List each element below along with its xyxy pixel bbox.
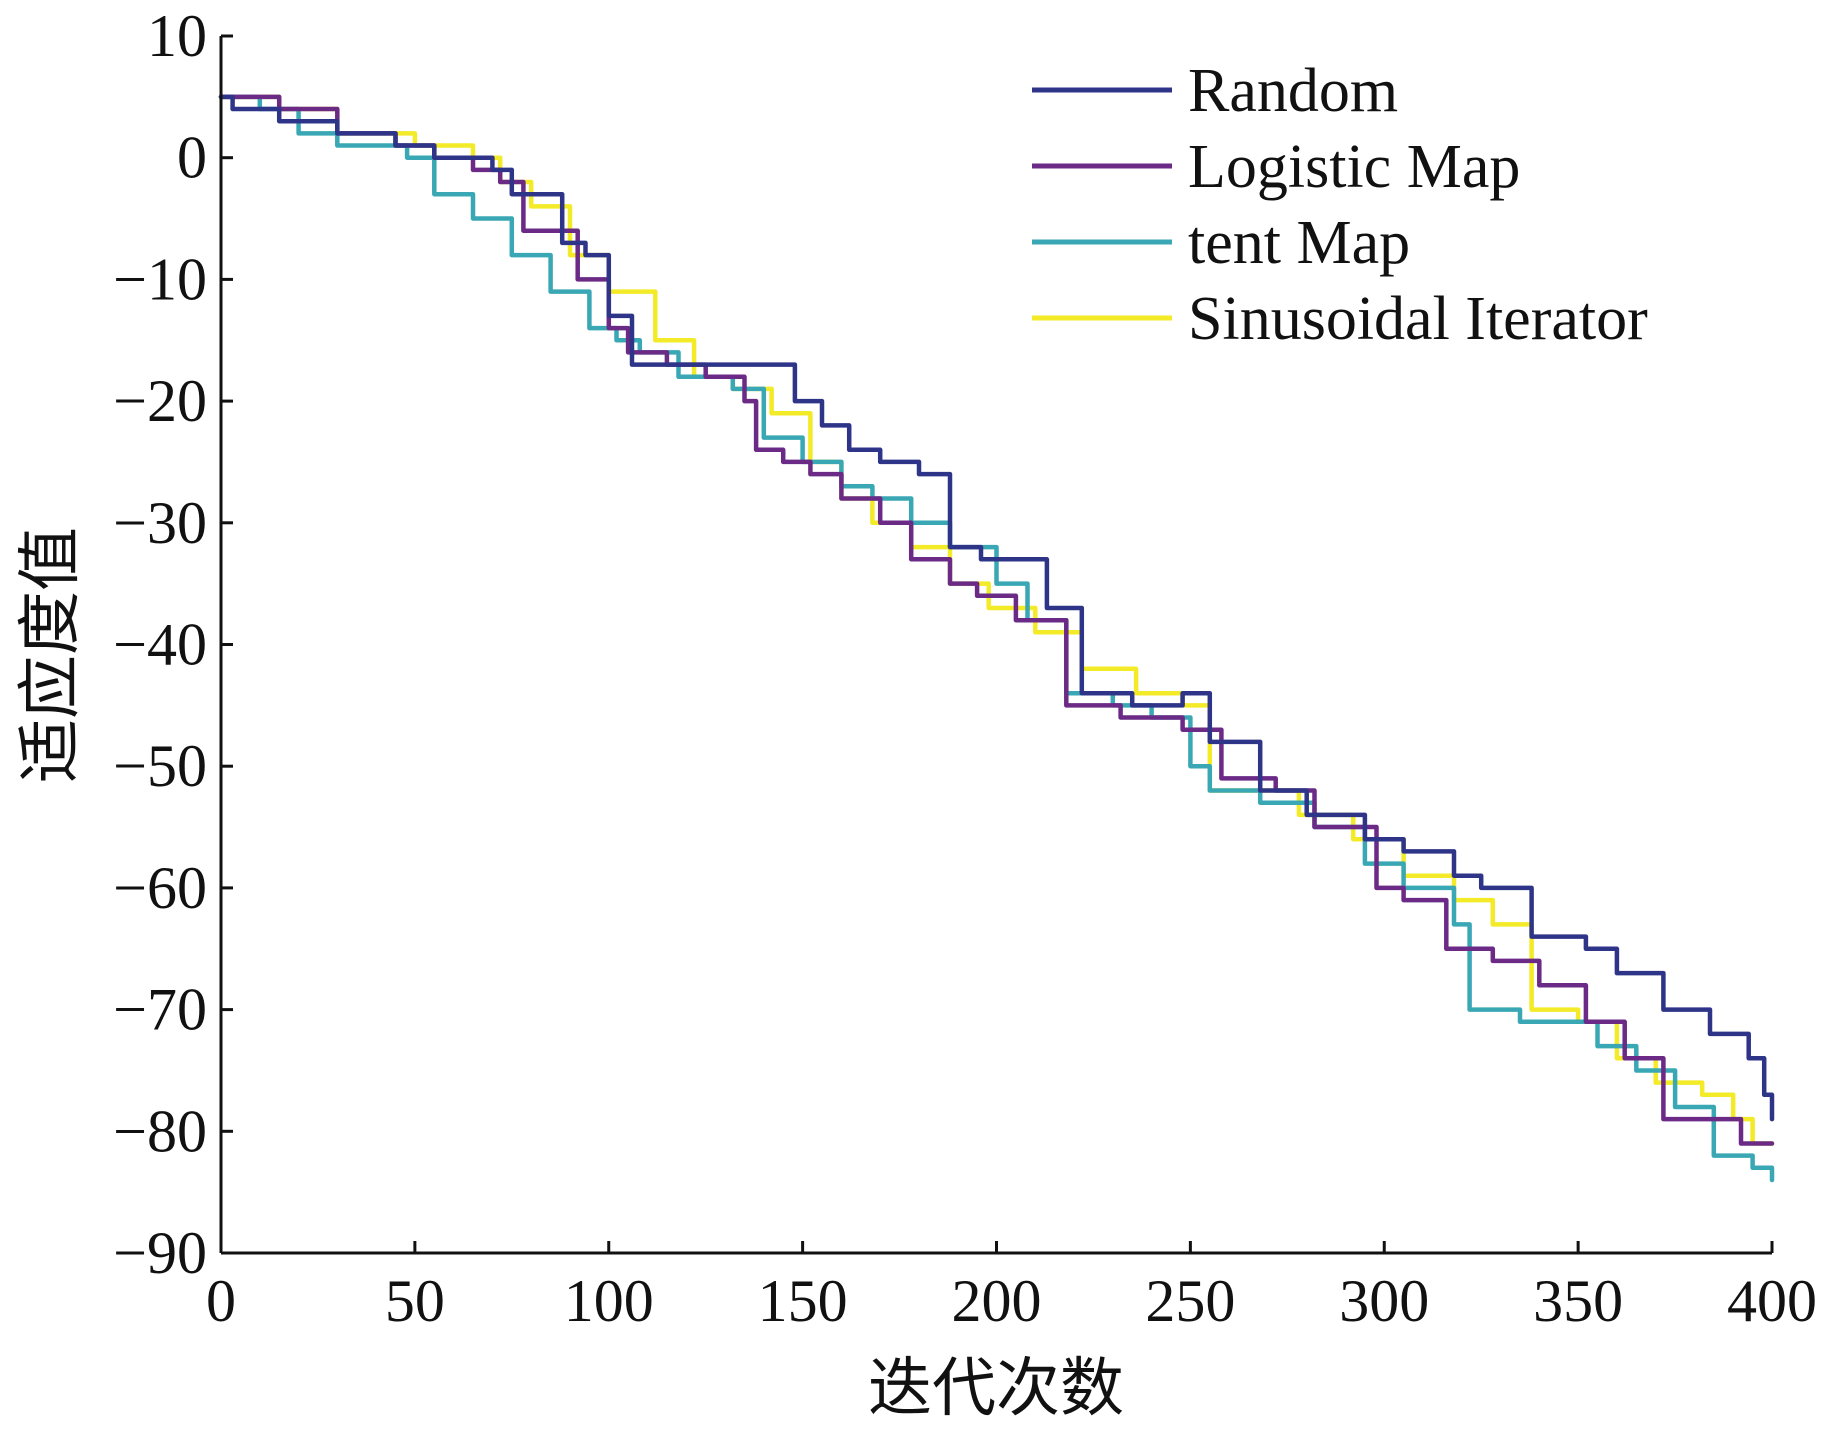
y-tick-label: −20	[113, 368, 207, 434]
legend: Random Logistic Map tent Map Sinusoidal Ite…	[1032, 57, 1648, 353]
y-tick-label: −40	[113, 612, 207, 678]
series-line-tent-map	[218, 94, 1775, 1183]
y-tick-label: 0	[177, 125, 207, 191]
x-tick-label: 400	[1727, 1268, 1817, 1334]
series-line-random	[218, 94, 1775, 1122]
x-tick-label: 200	[952, 1268, 1042, 1334]
y-tick-label: −30	[113, 490, 207, 556]
x-tick-label: 300	[1339, 1268, 1429, 1334]
plot-area: 0 50 100 150 200 250 300 350 400100−10−20−30−40−…	[113, 3, 1817, 1334]
series-layer	[218, 94, 1775, 1183]
x-tick-label: 0	[206, 1268, 236, 1334]
x-tick-label: 350	[1533, 1268, 1623, 1334]
x-tick-label: 250	[1145, 1268, 1235, 1334]
x-tick-label: 50	[385, 1268, 445, 1334]
ticks-layer: 0 50 100 150 200 250 300 350 400100−10−20−30−40−…	[113, 3, 1817, 1334]
x-tick-label: 100	[564, 1268, 654, 1334]
legend-label: Sinusoidal Iterator	[1188, 285, 1648, 353]
series-line-logistic-map	[218, 94, 1775, 1146]
legend-label: Logistic Map	[1188, 133, 1520, 201]
series-line-sinusoidal-iterator	[218, 94, 1775, 1146]
legend-label: tent Map	[1188, 209, 1410, 277]
y-tick-label: −90	[113, 1220, 207, 1286]
y-axis-title: 适应度值	[14, 527, 88, 783]
y-tick-label: −70	[113, 977, 207, 1043]
y-tick-label: 10	[147, 3, 207, 69]
y-tick-label: −80	[113, 1098, 207, 1164]
x-tick-label: 150	[758, 1268, 848, 1334]
y-tick-label: −50	[113, 733, 207, 799]
y-tick-label: −60	[113, 855, 207, 921]
x-axis-title: 迭代次数	[868, 1352, 1124, 1426]
legend-label: Random	[1188, 57, 1398, 125]
y-tick-label: −10	[113, 246, 207, 312]
